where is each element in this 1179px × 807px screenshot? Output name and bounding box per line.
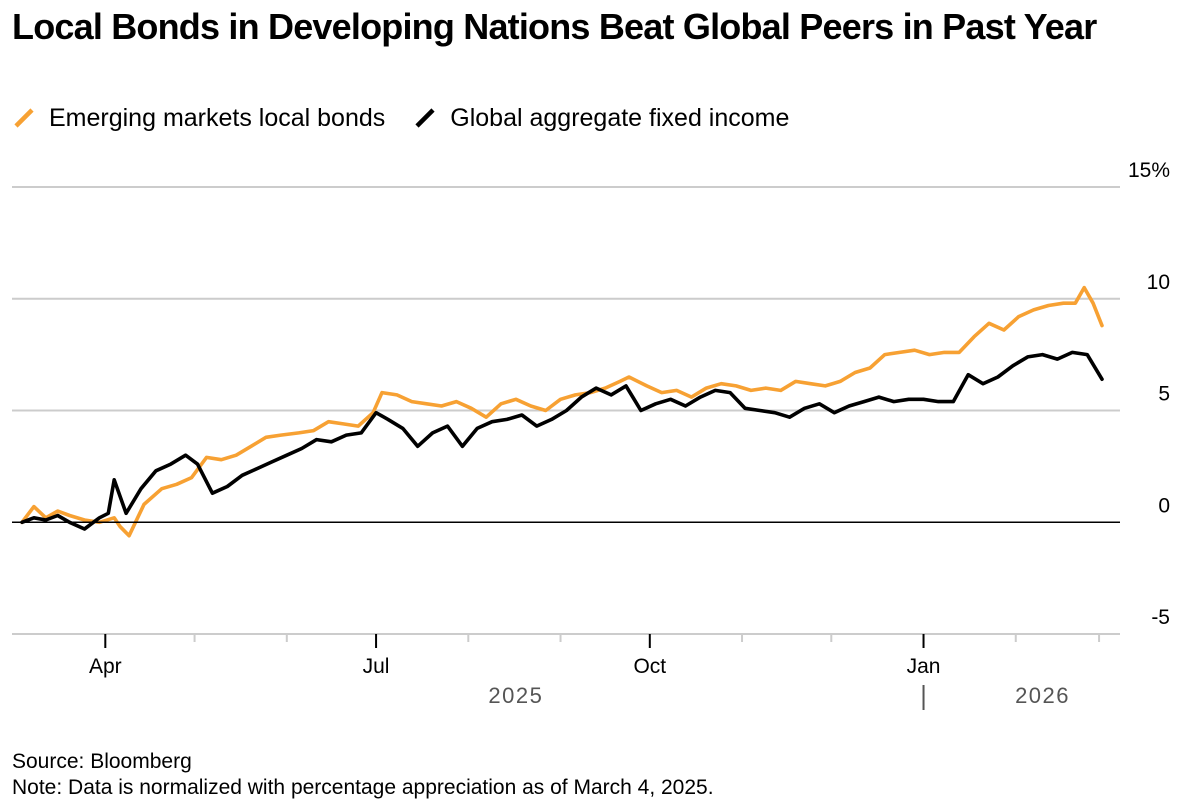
y-tick-label: -5 [1151,606,1170,629]
legend: Emerging markets local bonds Global aggr… [12,101,817,135]
legend-item-emerging-markets: Emerging markets local bonds [12,104,385,133]
year-label: 2025 [488,683,543,708]
y-tick-label: 15% [1128,159,1170,182]
year-label: 2026 [1015,683,1070,708]
source-note: Source: Bloomberg [12,750,192,773]
legend-label-global-aggregate: Global aggregate fixed income [450,103,790,132]
legend-item-global-aggregate: Global aggregate fixed income [413,104,789,133]
diagonal-stroke-icon [415,108,435,128]
y-tick-label: 5 [1158,383,1170,406]
series-line-emerging-markets [20,285,1104,538]
chart-title: Local Bonds in Developing Nations Beat G… [12,6,1097,47]
y-tick-label: 10 [1147,271,1170,294]
diagonal-stroke-icon [14,108,34,128]
methodology-note: Note: Data is normalized with percentage… [12,776,714,799]
x-tick-label: Apr [89,655,122,678]
x-tick-label: Oct [633,655,666,678]
x-tick-label: Jan [907,655,941,678]
x-tick-label: Jul [363,655,390,678]
series-line-global-aggregate [20,350,1104,531]
y-tick-label: 0 [1158,494,1170,517]
legend-label-emerging-markets: Emerging markets local bonds [49,103,386,132]
